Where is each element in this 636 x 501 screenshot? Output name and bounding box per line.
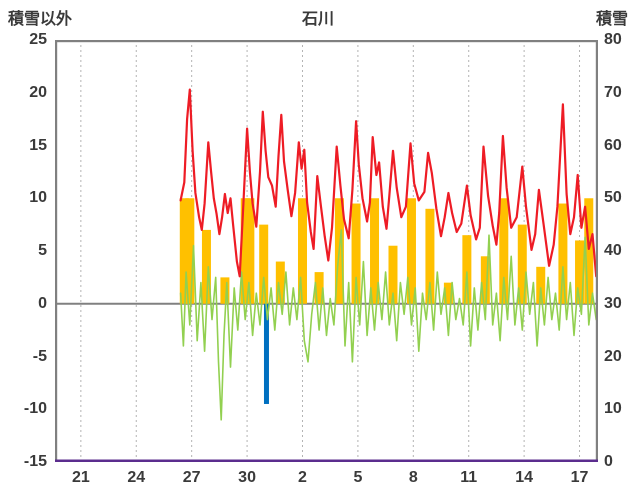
x-axis-tick-label: 21 <box>71 469 90 486</box>
y-left-tick-label: 20 <box>29 83 47 101</box>
y-right-tick-label: 30 <box>604 294 622 312</box>
x-axis-tick-label: 2 <box>298 469 307 486</box>
orange-bars <box>584 198 594 304</box>
x-axis-tick-label: 17 <box>570 469 589 486</box>
orange-bars <box>275 261 285 304</box>
y-right-tick-label: 70 <box>604 83 622 101</box>
orange-bars <box>351 203 361 304</box>
y-right-tick-label: 0 <box>604 453 613 470</box>
orange-bars <box>388 245 398 304</box>
y-left-tick-label: 10 <box>29 189 47 207</box>
chart-title: 石川 <box>301 11 334 28</box>
y-right-tick-label: 80 <box>604 31 622 48</box>
x-axis-tick-label: 27 <box>182 469 201 486</box>
y-left-tick-label: -10 <box>23 400 47 418</box>
x-axis-tick-label: 5 <box>353 469 363 486</box>
x-axis-tick-label: 30 <box>238 469 256 486</box>
orange-bars <box>240 198 250 304</box>
y-left-tick-label: 25 <box>29 31 47 48</box>
orange-bars <box>245 198 255 304</box>
x-axis-tick-label: 8 <box>408 469 418 486</box>
plot-area <box>55 40 598 462</box>
orange-bars <box>558 203 568 304</box>
orange-bars <box>259 224 269 304</box>
orange-bars <box>425 208 435 304</box>
y-left-tick-label: 0 <box>38 294 47 312</box>
orange-bars <box>517 224 527 304</box>
orange-bars <box>185 198 195 304</box>
orange-bars <box>314 272 324 304</box>
y-left-tick-label: -15 <box>23 453 47 470</box>
y-right-tick-label: 50 <box>604 189 622 207</box>
y-left-tick-label: 5 <box>38 242 47 259</box>
orange-bars <box>480 256 490 304</box>
orange-bars <box>297 198 307 304</box>
green-line <box>179 229 598 421</box>
blue-bar <box>263 303 269 404</box>
right-axis-title: 積雪 <box>595 11 628 28</box>
y-left-tick-label: 15 <box>29 136 47 154</box>
y-left-tick-label: -5 <box>32 347 47 365</box>
red-line <box>179 88 598 278</box>
orange-bars <box>406 198 416 304</box>
orange-bars <box>462 235 472 304</box>
left-axis-title: 積雪以外 <box>8 11 73 28</box>
orange-bars <box>370 198 380 304</box>
orange-bars <box>536 266 546 304</box>
orange-bars <box>499 198 509 304</box>
x-axis-tick-label: 14 <box>515 469 533 486</box>
y-right-tick-label: 40 <box>604 242 622 259</box>
orange-bars <box>575 240 585 304</box>
orange-bars <box>443 282 453 304</box>
x-axis-tick-label: 11 <box>460 469 478 486</box>
orange-bars <box>220 277 230 304</box>
y-right-tick-label: 20 <box>604 347 622 365</box>
y-right-tick-label: 60 <box>604 136 622 154</box>
orange-bars <box>179 198 189 304</box>
y-right-tick-label: 10 <box>604 400 622 418</box>
orange-bars <box>201 229 211 304</box>
x-axis-tick-label: 24 <box>127 469 146 486</box>
